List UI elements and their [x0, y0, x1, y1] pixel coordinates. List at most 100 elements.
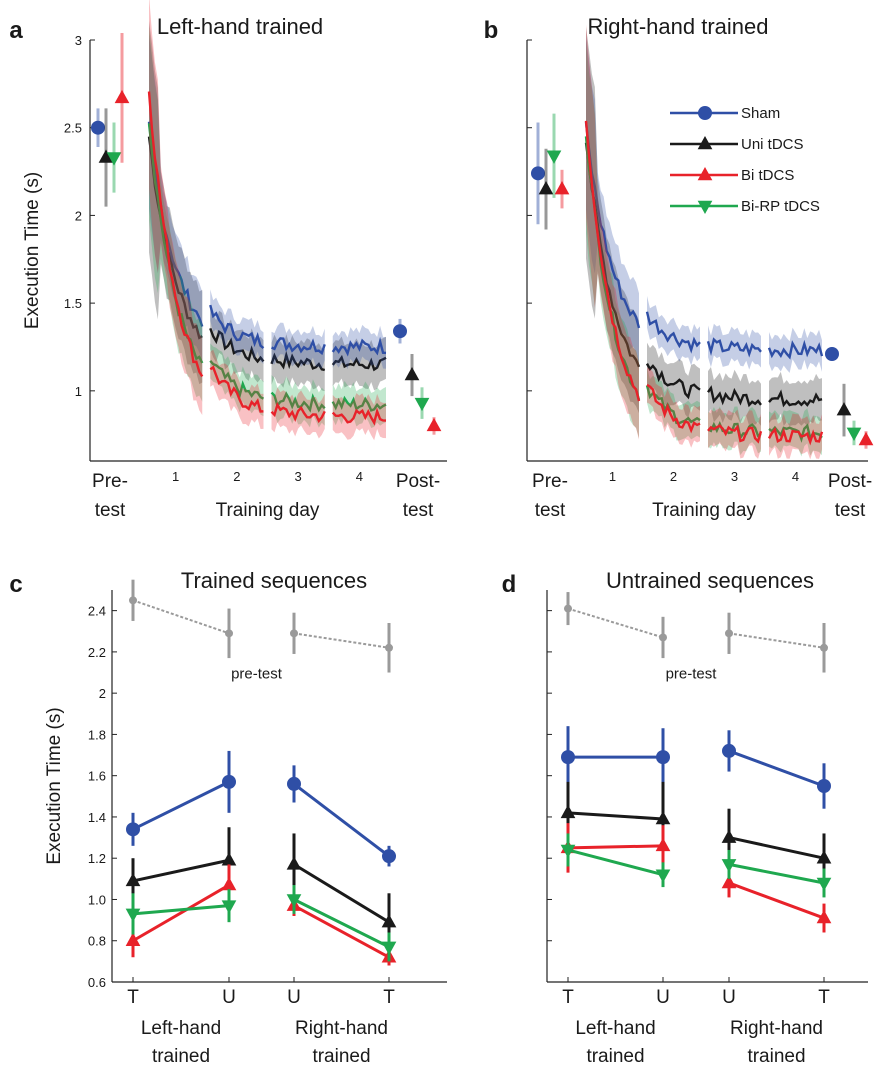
panel-a-band-bi-day4: [332, 393, 386, 441]
panel-a-line-birp-day3: [270, 391, 326, 413]
panel-a-post-point-uni: [404, 366, 420, 381]
panel-b-band-uni-day3: [708, 366, 761, 426]
panel-b-post-point-uni: [836, 402, 852, 416]
panel-a-post-label-1: Post-: [396, 471, 440, 492]
panel-c-point-sham: [287, 776, 301, 791]
panel-c-line-uni: [132, 858, 230, 883]
panel-b-post-point-bi: [858, 431, 874, 446]
panel-c-point-uni: [381, 914, 397, 928]
legend-label-birp: Bi-RP tDCS: [741, 198, 820, 215]
panel-a-line-bi-day1: [147, 91, 204, 378]
panel-c-line-sham: [293, 782, 390, 858]
panel-b-pre-point-uni: [538, 181, 554, 195]
panel-c-point-uni: [221, 852, 237, 866]
legend-marker-uni: [697, 135, 713, 150]
panel-b-line-uni-day2: [645, 363, 701, 400]
panel-a-band-birp-day4: [332, 380, 386, 428]
panel-d-point-sham: [817, 779, 831, 793]
panel-b-band-birp-day1: [586, 39, 639, 439]
panel-d-line-birp: [567, 848, 664, 877]
panel-a-band-birp-day1: [149, 26, 203, 402]
panel-a-line-uni-day2: [209, 327, 265, 364]
panel-b-band-bi-day2: [647, 367, 700, 448]
panel-d-line-uni: [728, 836, 825, 860]
panel-a-pre-point-bi: [114, 89, 130, 104]
panel-c-ytick-label: 1.6: [88, 769, 106, 784]
panel-c-point-birp: [125, 908, 141, 922]
panel-a-ytick-label: 2: [75, 208, 82, 223]
panel-c-ytick-label: 0.6: [88, 975, 106, 990]
panel-a-band-sham-day1: [149, 34, 203, 362]
panel-b-line-birp-day3: [707, 420, 762, 441]
panel-d-point-birp: [721, 859, 737, 873]
panel-d-title: Untrained sequences: [606, 568, 814, 593]
panel-c-point-pretest: [225, 629, 233, 638]
panel-b-letter: b: [484, 17, 499, 44]
panel-a-xlabel: Training day: [216, 500, 320, 521]
panel-d-point-pretest: [725, 629, 733, 638]
panel-a-letter: a: [9, 17, 23, 44]
panel-b-band-bi-day3: [708, 408, 761, 459]
panel-c-line-pretest: [132, 599, 230, 635]
panel-b-xtick-label: 4: [792, 469, 799, 484]
panel-c-point-bi: [221, 876, 237, 891]
legend: [670, 111, 738, 208]
panel-c-point-pretest: [290, 629, 298, 638]
panel-b-title: Right-hand trained: [587, 14, 768, 39]
panel-a-line-sham-day2: [209, 304, 265, 350]
panel-c-ytick-label: 2.4: [88, 604, 106, 619]
panel-a-pre-point-birp: [106, 152, 122, 166]
panel-d-xtick-label: U: [656, 987, 670, 1008]
panel-c-xtick-label: U: [287, 987, 301, 1008]
panel-d-line-bi: [567, 844, 664, 850]
panel-c-xtick-label: T: [127, 987, 139, 1008]
panel-a-ytick-label: 3: [75, 33, 82, 48]
panel-d-point-birp: [816, 877, 832, 892]
panel-c-point-uni: [125, 872, 141, 887]
panel-c-point-pretest: [129, 596, 137, 605]
panel-c-line-birp: [293, 898, 390, 949]
panel-a-xtick-label: 4: [356, 469, 363, 484]
panel-d-point-bi: [721, 874, 737, 889]
panel-b-band-sham-day2: [647, 295, 700, 366]
panel-a-line-sham-day4: [331, 336, 387, 357]
panel-b-band-bi-day1: [586, 24, 639, 440]
panel-a-ytick-label: 1: [75, 384, 82, 399]
panel-c-ytick-label: 1.2: [88, 851, 106, 866]
panel-c-letter: c: [9, 571, 22, 598]
panel-d-point-uni: [560, 804, 576, 819]
panel-c-xtick-label: T: [383, 987, 395, 1008]
panel-d-point-birp: [655, 869, 671, 883]
panel-b-line-uni-day3: [707, 385, 762, 408]
panel-c-point-birp: [286, 894, 302, 908]
panel-b-xtick-label: 3: [731, 469, 738, 484]
legend-marker-birp: [697, 200, 713, 215]
legend-marker-sham: [698, 106, 712, 120]
panel-c-line-bi: [132, 883, 230, 943]
panel-a-line-uni-day3: [270, 350, 326, 372]
panel-a-band-uni-day3: [271, 334, 325, 392]
panel-b-band-sham-day1: [586, 35, 639, 363]
panel-a-title: Left-hand trained: [157, 14, 323, 39]
panel-c-xtick-label: U: [222, 987, 236, 1008]
panel-c-point-birp: [381, 941, 397, 955]
panel-a-post-point-birp: [414, 397, 430, 412]
panel-a-band-bi-day2: [210, 349, 264, 430]
panel-b-band-bi-day4: [769, 412, 822, 460]
panel-a-xtick-label: 1: [172, 469, 179, 484]
panel-b-line-bi-day4: [767, 427, 824, 446]
panel-b-post-label-2: test: [835, 500, 866, 521]
panel-a-ytick-label: 1.5: [64, 296, 82, 311]
panel-d-line-pretest: [728, 632, 825, 649]
panel-b-line-uni-day4: [768, 389, 823, 408]
panel-b-xtick-label: 1: [609, 469, 616, 484]
panel-c-group-label-2b: trained: [312, 1046, 370, 1067]
panel-a-line-bi-day3: [270, 401, 326, 424]
panel-b-line-bi-day3: [707, 424, 763, 444]
panel-a-line-uni-day4: [331, 354, 387, 372]
panel-c-line-birp: [132, 904, 230, 916]
panel-a-xtick-label: 2: [233, 469, 240, 484]
panel-d-letter: d: [502, 571, 517, 598]
panel-b-band-uni-day4: [769, 371, 822, 427]
